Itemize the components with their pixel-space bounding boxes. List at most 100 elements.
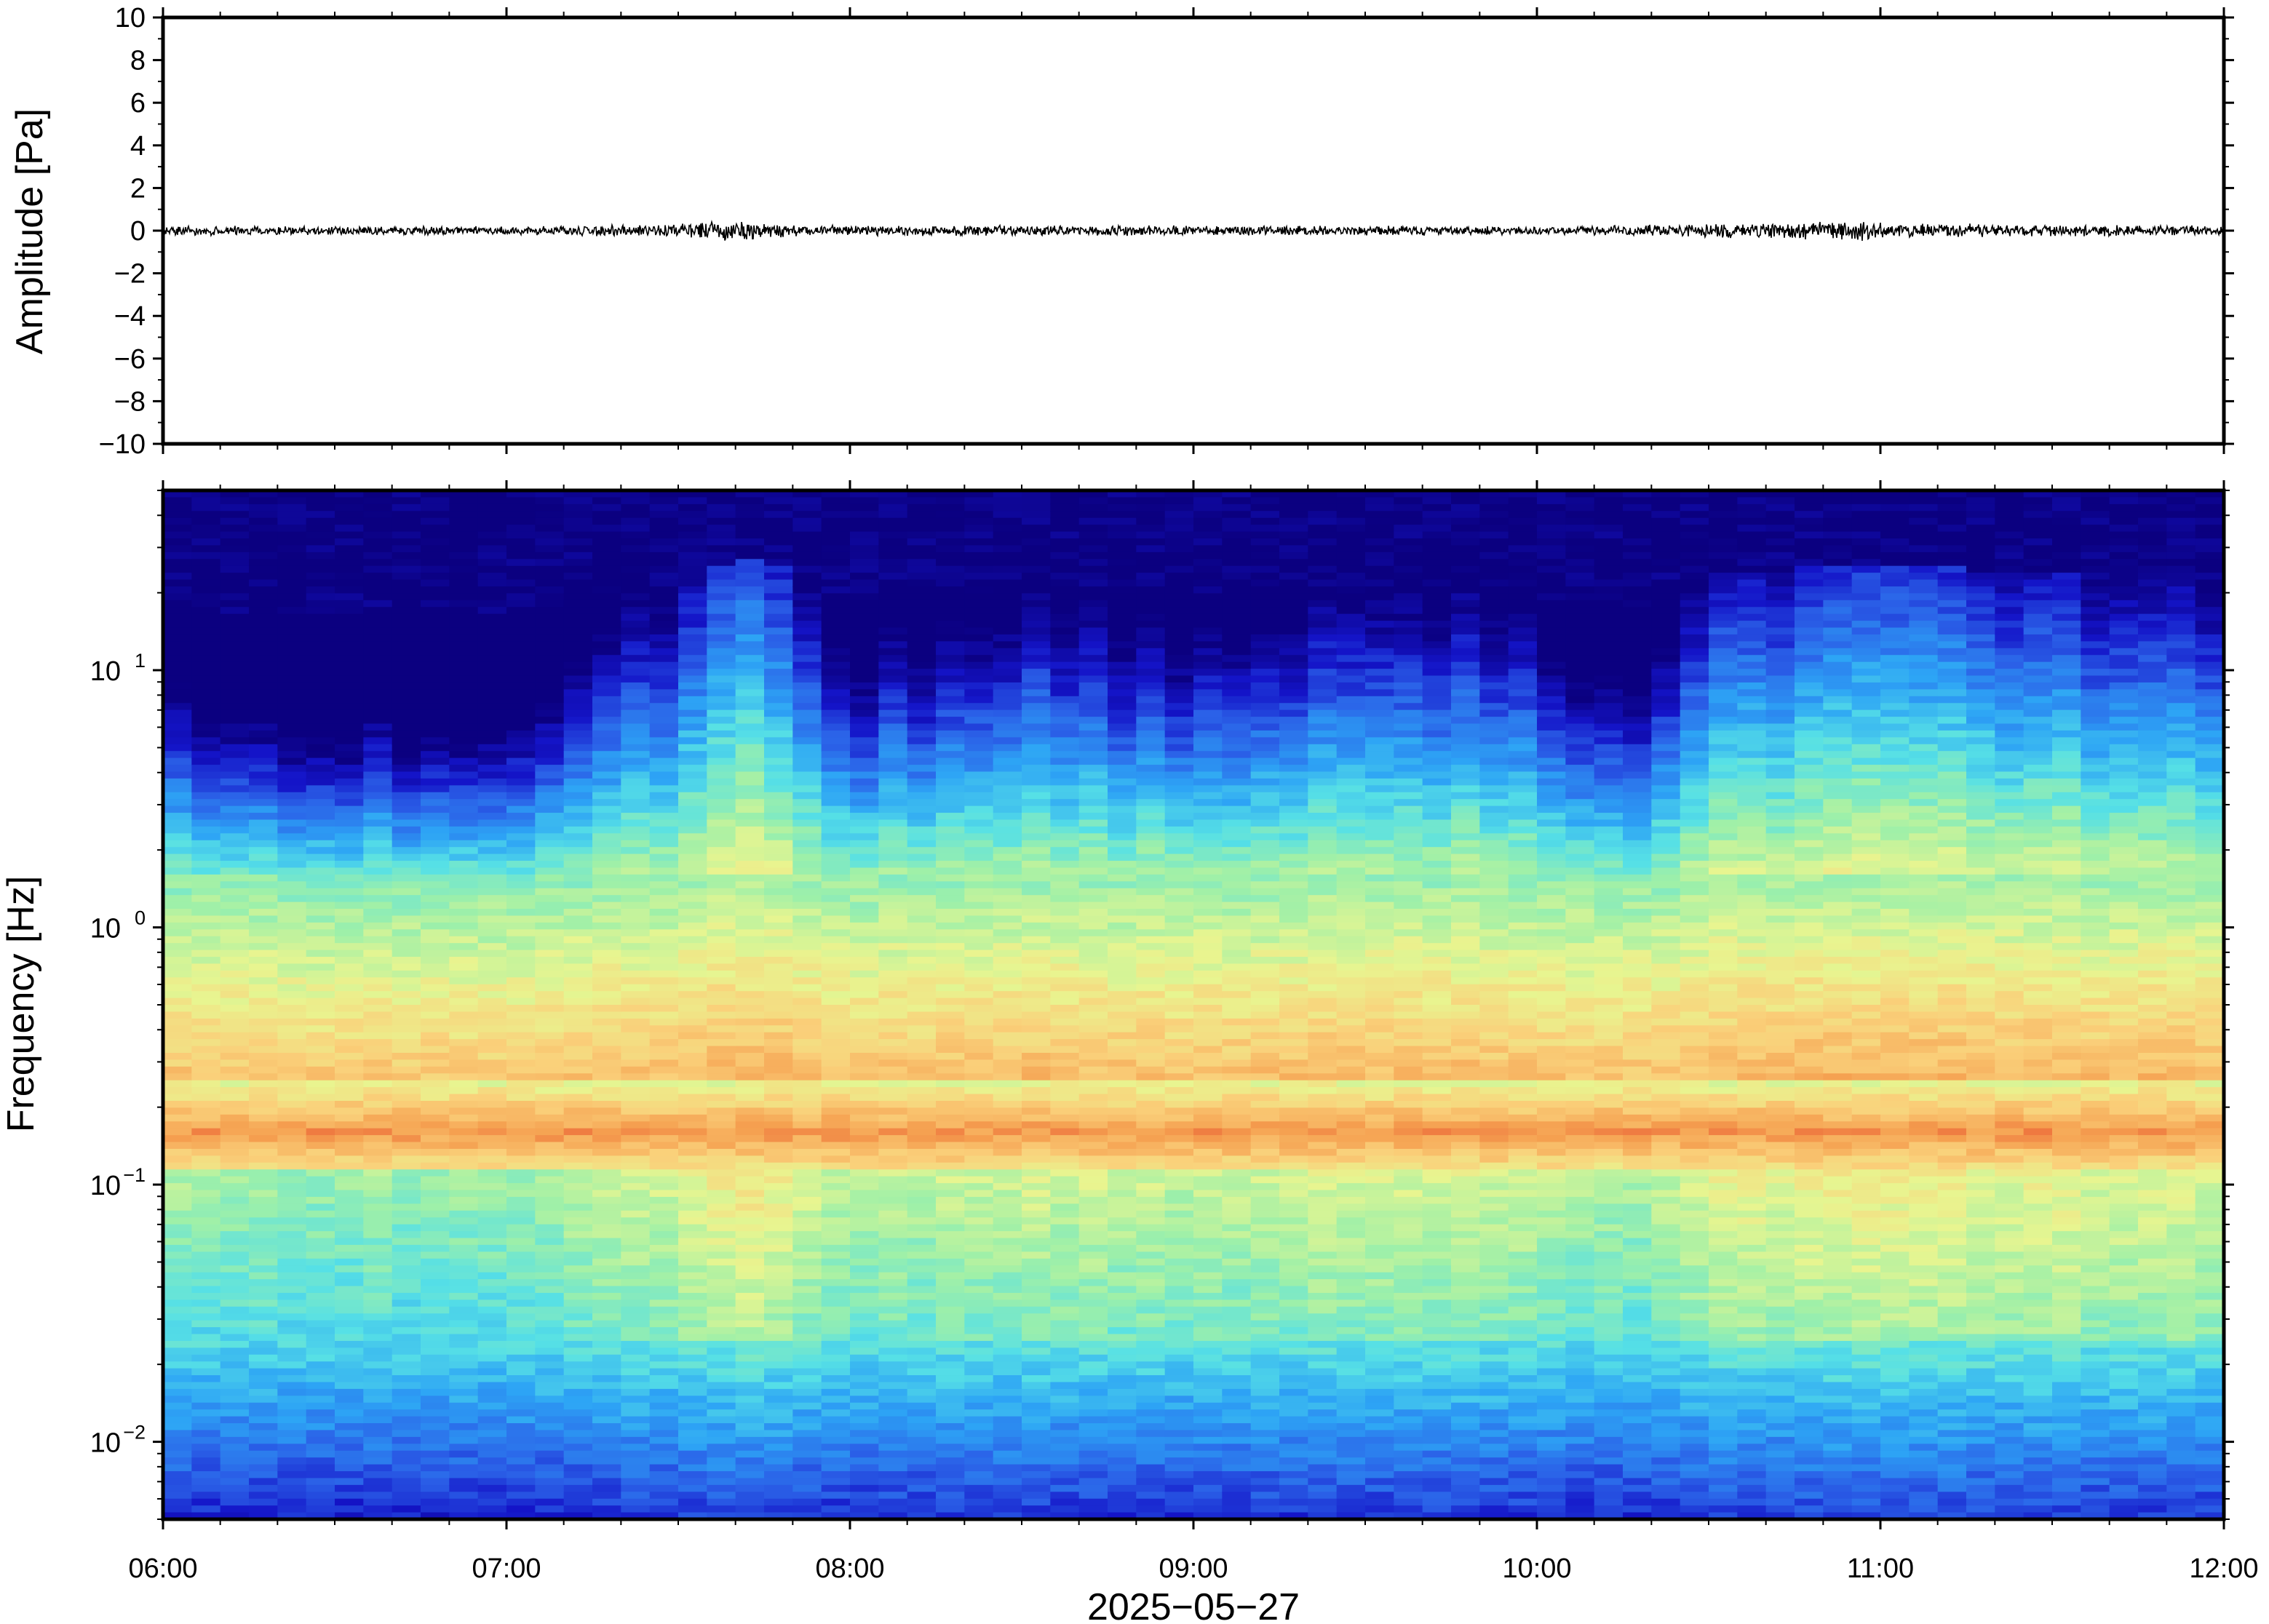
spectrogram-cell	[936, 1224, 966, 1232]
spectrogram-cell	[850, 559, 880, 567]
spectrogram-cell	[1078, 751, 1108, 759]
spectrogram-cell	[649, 1196, 679, 1205]
spectrogram-cell	[163, 613, 193, 621]
spectrogram-cell	[220, 1306, 250, 1314]
spectrogram-cell	[907, 970, 937, 979]
spectrogram-cell	[878, 1224, 908, 1232]
spectrogram-cell	[850, 1217, 880, 1225]
spectrogram-cell	[907, 1258, 937, 1267]
spectrogram-cell	[993, 525, 1022, 533]
spectrogram-cell	[592, 853, 622, 861]
spectrogram-cell	[592, 1450, 622, 1458]
spectrogram-cell	[821, 867, 851, 875]
spectrogram-cell	[220, 957, 250, 965]
spectrogram-cell	[277, 744, 307, 752]
spectrogram-cell	[878, 1107, 908, 1115]
spectrogram-cell	[964, 559, 994, 567]
spectrogram-cell	[621, 1066, 651, 1075]
spectrogram-cell	[964, 1396, 994, 1404]
spectrogram-cell	[392, 1313, 421, 1321]
spectrogram-cell	[907, 1244, 937, 1253]
spectrogram-cell	[792, 1402, 822, 1410]
spectrogram-cell	[649, 1313, 679, 1321]
spectrogram-cell	[306, 1114, 335, 1123]
spectrogram-cell	[649, 1018, 679, 1027]
spectrogram-cell	[707, 1025, 736, 1033]
spectrogram-cell	[449, 1148, 479, 1157]
spectrogram-cell	[850, 874, 880, 883]
spectrogram-cell	[621, 867, 651, 875]
spectrogram-cell	[220, 922, 250, 931]
spectrogram-cell	[449, 1142, 479, 1150]
spectrogram-cell	[649, 579, 679, 587]
spectrogram-cell	[621, 703, 651, 711]
spectrogram-cell	[964, 573, 994, 581]
spectrogram-cell	[993, 1011, 1022, 1019]
spectrogram-cell	[621, 607, 651, 615]
spectrogram-cell	[649, 545, 679, 553]
spectrogram-cell	[764, 1292, 794, 1301]
spectrogram-cell	[792, 613, 822, 621]
spectrogram-cell	[277, 785, 307, 793]
spectrogram-cell	[191, 661, 221, 669]
spectrogram-cell	[1022, 950, 1052, 958]
spectrogram-cell	[707, 1059, 736, 1067]
spectrogram-cell	[163, 805, 193, 813]
spectrogram-cell	[649, 1450, 679, 1458]
spectrogram-cell	[993, 977, 1022, 985]
spectrogram-cell	[964, 1512, 994, 1519]
spectrogram-cell	[506, 1375, 536, 1383]
spectrogram-cell	[277, 998, 307, 1006]
spectrogram-cell	[735, 929, 765, 937]
spectrogram-cell	[277, 929, 307, 937]
spectrogram-cell	[506, 1396, 536, 1404]
spectrogram-cell	[964, 1231, 994, 1239]
spectrogram-cell	[335, 1265, 365, 1273]
spectrogram-cell	[936, 661, 966, 669]
spectrogram-cell	[535, 545, 565, 553]
spectrogram-cell	[649, 1238, 679, 1246]
spectrogram-cell	[1050, 1340, 1080, 1349]
spectrogram-cell	[563, 888, 593, 896]
spectrogram-cell	[335, 819, 365, 827]
spectrogram-cell	[220, 696, 250, 704]
spectrogram-cell	[477, 1100, 507, 1109]
spectrogram-cell	[1022, 936, 1052, 944]
spectrogram-cell	[1078, 730, 1108, 739]
spectrogram-cell	[421, 1128, 450, 1136]
spectrogram-cell	[850, 1148, 880, 1157]
spectrogram-cell	[649, 901, 679, 909]
spectrogram-cell	[220, 867, 250, 875]
spectrogram-cell	[449, 1203, 479, 1211]
spectrogram-cell	[735, 565, 765, 573]
spectrogram-cell	[878, 717, 908, 725]
spectrogram-cell	[306, 1484, 335, 1493]
spectrogram-cell	[764, 1423, 794, 1431]
spectrogram-cell	[535, 1492, 565, 1500]
spectrogram-cell	[850, 1436, 880, 1445]
spectrogram-cell	[907, 950, 937, 958]
spectrogram-cell	[936, 1203, 966, 1211]
spectrogram-cell	[850, 1011, 880, 1019]
spectrogram-cell	[392, 1361, 421, 1369]
spectrogram-cell	[1050, 799, 1080, 807]
spectrogram-cell	[249, 503, 279, 512]
spectrogram-cell	[220, 1107, 250, 1115]
spectrogram-cell	[449, 703, 479, 711]
spectrogram-cell	[964, 943, 994, 951]
spectrogram-cell	[191, 771, 221, 779]
spectrogram-cell	[821, 833, 851, 841]
spectrogram-cell	[907, 613, 937, 621]
spectrogram-cell	[306, 929, 335, 937]
spectrogram-cell	[477, 1032, 507, 1040]
spectrogram-cell	[964, 1409, 994, 1417]
spectrogram-cell	[792, 847, 822, 855]
spectrogram-cell	[850, 538, 880, 546]
spectrogram-cell	[535, 1121, 565, 1129]
spectrogram-cell	[506, 1265, 536, 1273]
spectrogram-cell	[678, 1162, 708, 1171]
spectrogram-cell	[191, 950, 221, 958]
spectrogram-cell	[1022, 600, 1052, 608]
spectrogram-cell	[191, 1279, 221, 1287]
spectrogram-cell	[506, 1046, 536, 1054]
